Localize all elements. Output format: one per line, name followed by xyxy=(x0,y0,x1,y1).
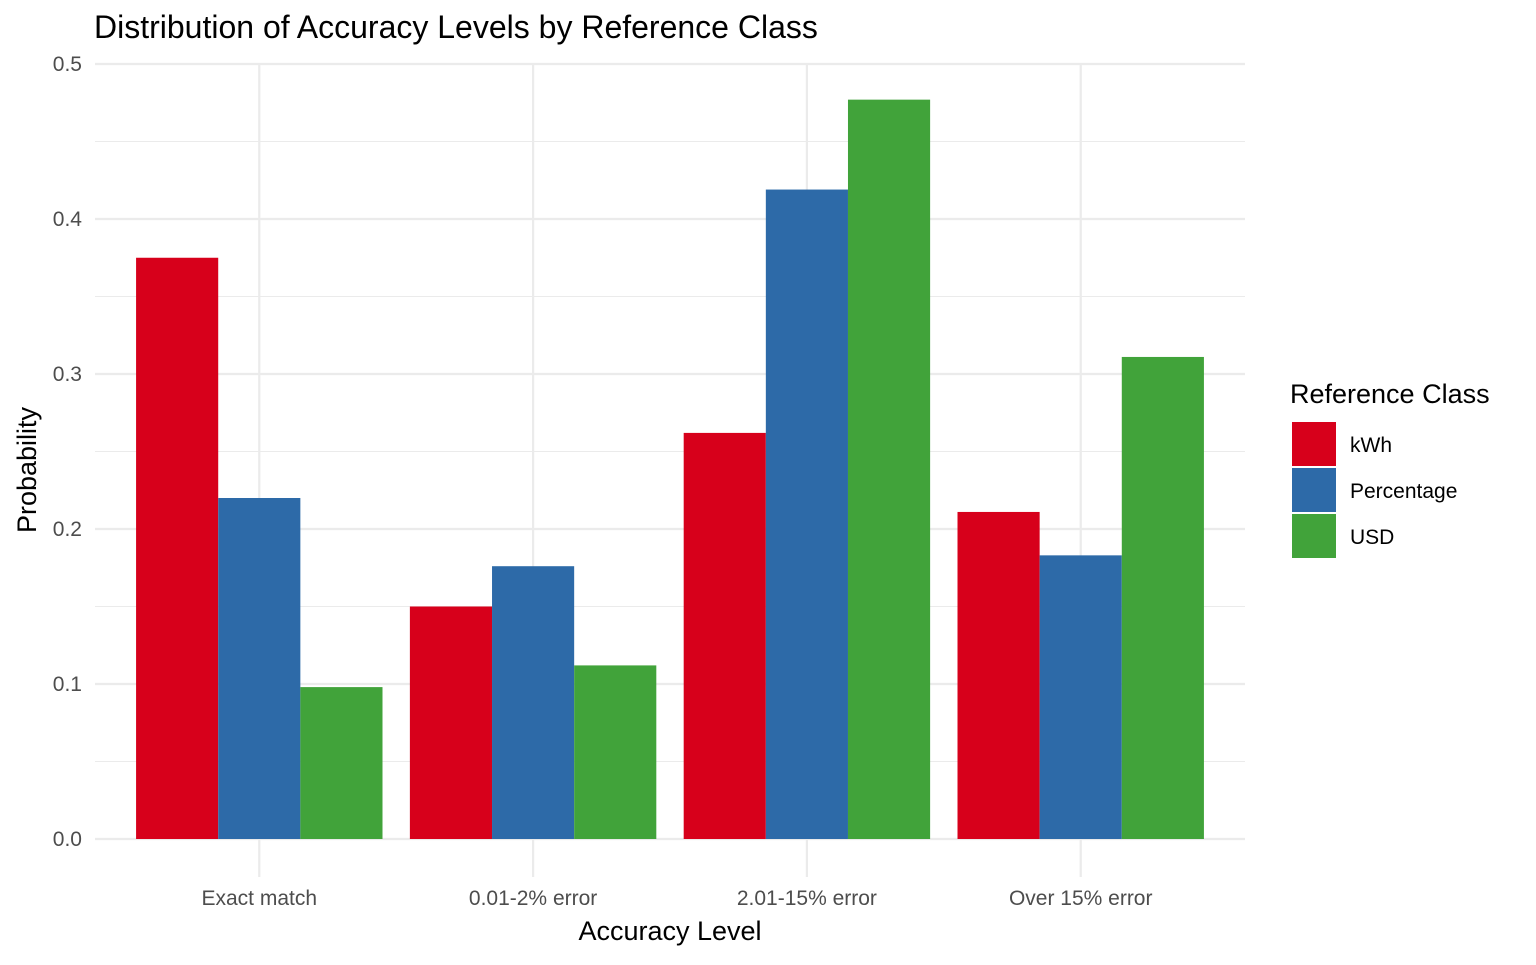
bar-kwh-3 xyxy=(683,432,766,839)
ticks-layer: 0.0 0.1 0.2 0.3 0.4 0.5 Exact match 0.01-2% err… xyxy=(53,53,1153,910)
bar-percentage-3 xyxy=(765,189,848,840)
y-axis-title: Probability xyxy=(12,406,42,533)
y-tick-label: 0.4 xyxy=(53,208,83,231)
x-axis-title: Accuracy Level xyxy=(578,916,761,946)
bar-percentage-2 xyxy=(492,566,575,839)
bar-percentage-1 xyxy=(218,498,301,839)
legend-key-usd xyxy=(1292,514,1336,558)
legend-items: kWh Percentage USD xyxy=(1292,422,1457,558)
y-tick-label: 0.3 xyxy=(53,363,82,386)
legend-title: Reference Class xyxy=(1290,379,1490,409)
bar-percentage-4 xyxy=(1039,555,1122,839)
x-tick-label: Exact match xyxy=(202,887,318,910)
x-tick-label: Over 15% error xyxy=(1009,887,1153,910)
bar-usd-3 xyxy=(847,99,931,839)
bar-usd-2 xyxy=(574,665,657,839)
legend-key-kwh xyxy=(1292,422,1336,466)
bar-kwh-4 xyxy=(957,511,1040,839)
chart-title: Distribution of Accuracy Levels by Refer… xyxy=(94,9,818,45)
y-tick-label: 0.2 xyxy=(53,518,82,541)
bar-kwh-1 xyxy=(136,257,219,839)
legend-label-percentage: Percentage xyxy=(1350,480,1457,503)
legend-key-percentage xyxy=(1292,468,1336,512)
legend: Reference Class kWh Percentage USD xyxy=(1290,379,1490,558)
bars-layer xyxy=(136,99,1204,840)
y-tick-label: 0.5 xyxy=(53,53,82,76)
legend-label-usd: USD xyxy=(1350,526,1394,549)
legend-label-kwh: kWh xyxy=(1350,434,1392,457)
x-tick-label: 0.01-2% error xyxy=(469,887,597,910)
y-tick-label: 0.0 xyxy=(53,828,82,851)
bar-usd-1 xyxy=(300,687,383,839)
bar-kwh-2 xyxy=(409,606,493,839)
bar-usd-4 xyxy=(1121,356,1204,839)
y-tick-label: 0.1 xyxy=(53,673,82,696)
x-tick-label: 2.01-15% error xyxy=(737,887,877,910)
